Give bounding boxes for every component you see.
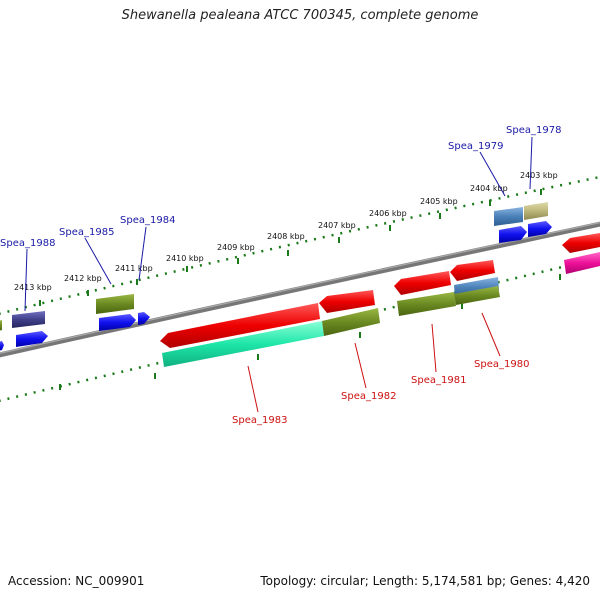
gene-label: Spea_1978 xyxy=(506,125,561,136)
top-label-leaders xyxy=(24,136,533,312)
gene-arrow xyxy=(454,286,500,305)
ruler-label: 2413 kbp xyxy=(14,283,52,292)
ruler-label: 2411 kbp xyxy=(115,264,153,273)
genome-stats-label: Topology: circular; Length: 5,174,581 bp… xyxy=(260,574,590,588)
ruler-label: 2409 kbp xyxy=(217,243,255,252)
gene-arrow xyxy=(562,233,600,253)
gene-label: Spea_1979 xyxy=(448,141,503,152)
gene-label: Spea_1985 xyxy=(59,227,114,238)
gene-arrow xyxy=(322,308,380,336)
gene-arrow-spea-1981 xyxy=(394,271,451,295)
gene-label: Spea_1984 xyxy=(120,215,175,226)
gene-arrow xyxy=(0,341,4,351)
upper-major-ticks xyxy=(39,189,542,306)
gene-arrow xyxy=(99,314,136,331)
accession-label: Accession: NC_009901 xyxy=(8,574,145,588)
ruler-label: 2404 kbp xyxy=(470,184,508,193)
ruler-label: 2407 kbp xyxy=(318,221,356,230)
ruler-label: 2405 kbp xyxy=(420,197,458,206)
bottom-gene-labels: Spea_1983 Spea_1982 Spea_1981 Spea_1980 xyxy=(232,359,529,426)
lower-features xyxy=(160,233,600,367)
gene-label: Spea_1981 xyxy=(411,375,466,386)
gene-arrow xyxy=(0,320,2,331)
gene-arrow-spea-1988 xyxy=(12,311,45,328)
upper-features xyxy=(0,202,552,351)
gene-label: Spea_1980 xyxy=(474,359,529,370)
ruler-label: 2408 kbp xyxy=(267,232,305,241)
gene-arrow xyxy=(499,226,527,243)
ruler-label: 2403 kbp xyxy=(520,171,558,180)
ruler-label: 2410 kbp xyxy=(166,254,204,263)
ruler-labels: 2413 kbp 2412 kbp 2411 kbp 2410 kbp 2409… xyxy=(14,171,558,292)
gene-arrow xyxy=(528,221,552,237)
gene-arrow xyxy=(397,292,456,316)
bottom-label-leaders xyxy=(247,312,501,413)
gene-arrow xyxy=(16,331,48,347)
gene-arrow-spea-1984 xyxy=(138,312,150,325)
genome-backbone xyxy=(0,221,600,358)
gene-arrow-spea-1982 xyxy=(319,290,375,313)
gene-arrow-spea-1983 xyxy=(160,303,320,348)
gene-arrow xyxy=(162,321,324,367)
gene-arrow xyxy=(564,252,600,274)
ruler-label: 2406 kbp xyxy=(369,209,407,218)
gene-arrow-spea-1985 xyxy=(96,294,134,314)
gene-label: Spea_1982 xyxy=(341,391,396,402)
gene-arrow-spea-1978 xyxy=(524,202,548,220)
lower-major-ticks xyxy=(59,274,561,390)
top-gene-labels: Spea_1988 Spea_1985 Spea_1984 Spea_1979 … xyxy=(0,125,561,249)
ruler-label: 2412 kbp xyxy=(64,274,102,283)
gene-label: Spea_1983 xyxy=(232,415,287,426)
gene-label: Spea_1988 xyxy=(0,238,55,249)
gene-arrow-spea-1980 xyxy=(450,260,495,281)
gene-arrow-spea-1979 xyxy=(494,207,523,226)
map-title: Shewanella pealeana ATCC 700345, complet… xyxy=(121,8,479,23)
